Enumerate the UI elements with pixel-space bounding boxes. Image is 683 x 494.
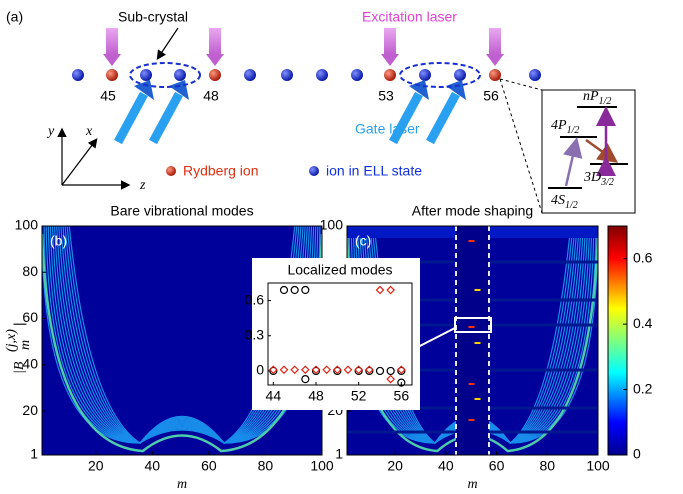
ion-label: 48 xyxy=(203,88,219,104)
excitation-beam xyxy=(106,28,118,54)
x-tick-label: 40 xyxy=(145,458,161,474)
gate-beam xyxy=(118,94,144,142)
y-tick-label: 80 xyxy=(22,263,38,279)
figure: (a) Sub-crystal Excitation laser Gate la… xyxy=(0,0,683,494)
ion xyxy=(419,69,431,81)
ion-chain: 45 48 53 56 xyxy=(72,28,541,142)
localized-spot xyxy=(469,240,475,242)
y-tick-label: 100 xyxy=(320,217,344,233)
level-sub: 1/2 xyxy=(565,200,578,211)
gate-beam xyxy=(153,94,179,142)
x-tick-label: 44 xyxy=(266,388,282,404)
chart-title: After mode shaping xyxy=(412,203,533,219)
axis-z-label: z xyxy=(139,178,146,193)
ion xyxy=(351,69,363,81)
ion xyxy=(174,69,186,81)
gate-laser-label: Gate laser xyxy=(355,121,420,137)
x-tick-label: 20 xyxy=(88,458,104,474)
excitation-beam-tip xyxy=(103,54,121,66)
sub-crystal-label: Sub-crystal xyxy=(118,9,188,25)
excitation-beam-tip xyxy=(206,54,224,66)
y-tick-label: 0 xyxy=(256,362,264,378)
y-tick-label: 1 xyxy=(335,446,343,462)
ion xyxy=(106,69,118,81)
y-tick-label: 1 xyxy=(30,446,38,462)
y-tick-label: 20 xyxy=(22,402,38,418)
x-tick-label: 56 xyxy=(394,388,410,404)
level-sub: 1/2 xyxy=(599,96,612,107)
ion xyxy=(454,69,466,81)
panel-label: (a) xyxy=(6,9,23,25)
localized-spot xyxy=(469,383,475,385)
y-tick-label: 60 xyxy=(22,309,38,325)
panel-label: (c) xyxy=(355,233,371,249)
localized-spot xyxy=(469,326,475,328)
localized-spot xyxy=(469,419,475,421)
zoom-line xyxy=(500,79,542,213)
x-axis-label: m xyxy=(177,477,187,492)
level-sub: 3/2 xyxy=(600,177,614,188)
level-name: 4P xyxy=(551,118,567,133)
level-sub: 1/2 xyxy=(567,125,580,136)
excitation-beam-tip xyxy=(381,54,399,66)
x-tick-label: 40 xyxy=(438,458,454,474)
inset-title: Localized modes xyxy=(287,262,392,278)
y-tick-label: 100 xyxy=(15,217,39,233)
x-tick-label: 100 xyxy=(310,458,334,474)
x-tick-label: 52 xyxy=(351,388,367,404)
localized-spot xyxy=(475,342,481,344)
level-name: 4S xyxy=(551,193,565,208)
y-tick-label: 0.3 xyxy=(245,326,265,342)
x-tick-label: 48 xyxy=(308,388,324,404)
ion xyxy=(209,69,221,81)
x-tick-label: 100 xyxy=(586,458,610,474)
x-tick-label: 60 xyxy=(201,458,217,474)
ion-label: 53 xyxy=(378,88,394,104)
x-axis-label: m xyxy=(467,477,477,492)
colorbar-tick-label: 0.6 xyxy=(633,249,653,265)
excitation-beam xyxy=(209,28,221,54)
pointer-arrow xyxy=(158,28,178,58)
level-name: 3D xyxy=(583,170,601,185)
localized-spot xyxy=(475,398,481,400)
ylabel-sup: (j,x) xyxy=(4,329,19,352)
legend-label: Rydberg ion xyxy=(183,163,259,179)
x-tick-label: 80 xyxy=(258,458,274,474)
x-tick-label: 20 xyxy=(387,458,403,474)
ion xyxy=(529,69,541,81)
axis-y-label: y xyxy=(46,124,55,139)
y-tick-label: 40 xyxy=(22,355,38,371)
ion xyxy=(384,69,396,81)
ion-label: 56 xyxy=(483,88,499,104)
colorbar xyxy=(608,226,627,455)
panel-label: (b) xyxy=(50,233,67,249)
excitation-beam-tip xyxy=(486,54,504,66)
sub-crystal-ellipse xyxy=(400,63,480,87)
x-tick-label: 60 xyxy=(489,458,505,474)
colorbar-tick-label: 0.4 xyxy=(633,315,653,331)
colorbar-tick-label: 0 xyxy=(633,446,641,462)
colorbar-tick-label: 0.2 xyxy=(633,380,653,396)
ylabel-sub: m xyxy=(18,340,33,350)
level-name: nP xyxy=(583,89,599,104)
ion xyxy=(72,69,84,81)
chart-title: Bare vibrational modes xyxy=(110,203,253,219)
legend-red-ion xyxy=(166,166,176,176)
legend-label: ion in ELL state xyxy=(326,163,422,179)
ion xyxy=(281,69,293,81)
excitation-beam xyxy=(489,28,501,54)
gate-beam xyxy=(430,94,456,142)
y-tick-label: 0.6 xyxy=(245,291,265,307)
x-tick-label: 80 xyxy=(540,458,556,474)
ion-label: 45 xyxy=(100,88,116,104)
ion xyxy=(244,69,256,81)
axis-x-label: x xyxy=(85,124,93,139)
ion xyxy=(316,69,328,81)
excitation-laser-label: Excitation laser xyxy=(362,9,457,25)
ion xyxy=(489,69,501,81)
legend-blue-ion xyxy=(309,166,319,176)
excitation-beam xyxy=(384,28,396,54)
localized-spot xyxy=(475,289,481,291)
ion xyxy=(140,69,152,81)
